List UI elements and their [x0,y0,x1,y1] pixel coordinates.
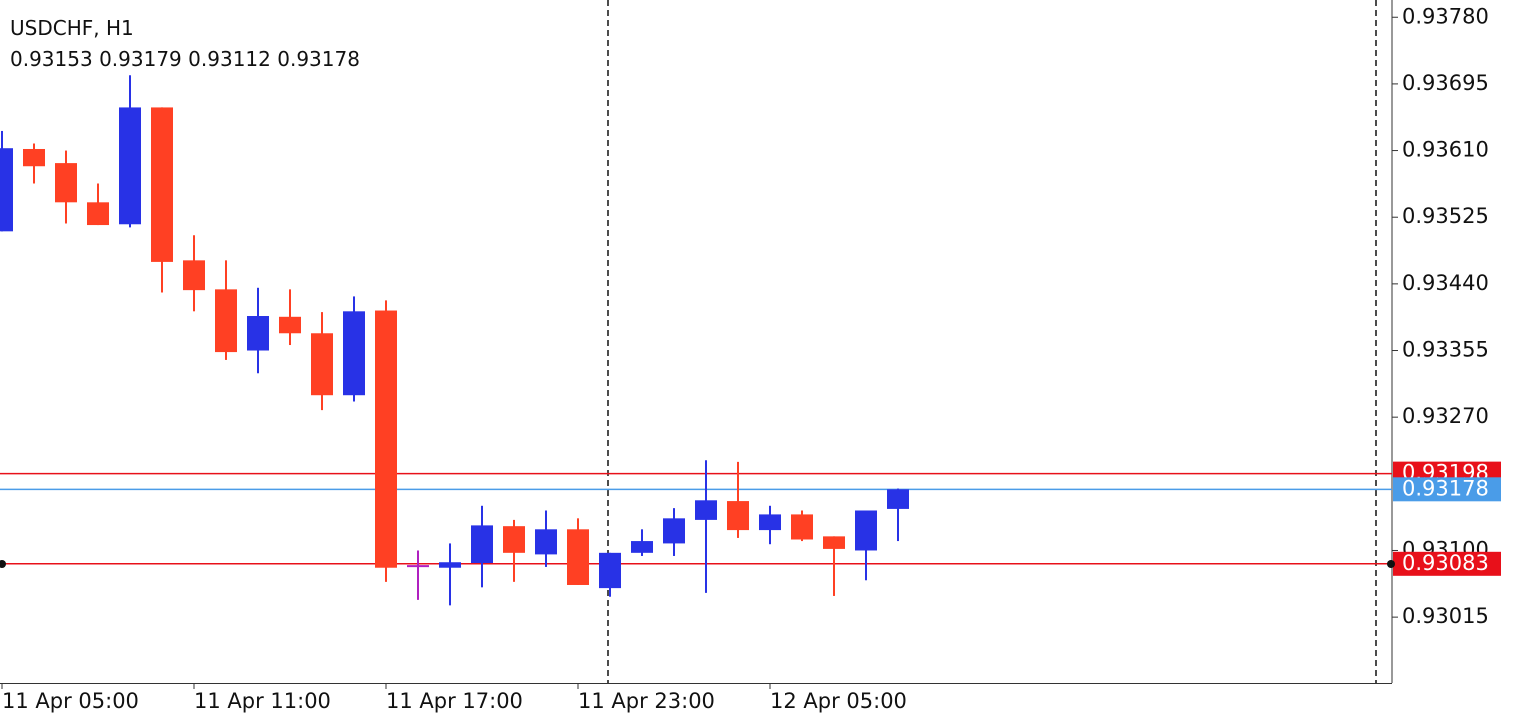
symbol-title: USDCHF, H1 [10,16,134,40]
x-tick-label: 11 Apr 11:00 [194,689,331,713]
candle-body [375,310,397,568]
candle-body [87,202,109,226]
candle-body [599,552,621,589]
candle-body [439,562,461,568]
x-tick-label: 11 Apr 23:00 [578,689,715,713]
candle-body [279,316,301,334]
y-tick-label: 0.93440 [1402,271,1489,295]
candle-body [23,148,45,167]
candle-body [183,260,205,291]
candle-body [887,489,909,509]
y-tick-label: 0.93355 [1402,338,1489,362]
candle-body [151,107,173,262]
candle-body [0,148,13,232]
price-label-box [1393,551,1501,576]
candle-body [247,316,269,351]
candle-body [727,501,749,531]
candle-body [503,526,525,553]
candle-body [55,163,77,203]
price-label: 0.93083 [1402,551,1489,575]
price-label-box [1393,477,1501,502]
x-tick-label: 12 Apr 05:00 [770,689,907,713]
candle-body [567,529,589,585]
candle-body [535,529,557,555]
candle-body [759,514,781,531]
x-tick-label: 11 Apr 17:00 [386,689,523,713]
level-anchor [1387,560,1395,568]
ohlc-readout: 0.93153 0.93179 0.93112 0.93178 [10,47,360,71]
candle-body [471,525,493,564]
price-label: 0.93178 [1402,476,1489,500]
y-tick-label: 0.93525 [1402,204,1489,228]
candle-body [119,107,141,225]
candle-body [823,536,845,549]
open-value: 0.93153 [10,47,93,71]
y-tick-label: 0.93610 [1402,138,1489,162]
y-tick-label: 0.93270 [1402,404,1489,428]
y-tick-label: 0.93780 [1402,4,1489,28]
low-value: 0.93112 [188,47,271,71]
candle-body [343,311,365,396]
candle-body [311,333,333,396]
candle-body [215,289,237,353]
close-value: 0.93178 [277,47,360,71]
candle-body [791,514,813,540]
candle-body [663,518,685,544]
candle-body [855,510,877,551]
candle-body [695,500,717,520]
high-value: 0.93179 [99,47,182,71]
x-tick-label: 11 Apr 05:00 [2,689,139,713]
y-tick-label: 0.93695 [1402,71,1489,95]
y-tick-label: 0.93015 [1402,604,1489,628]
candle-body [631,541,653,553]
level-anchor [0,560,6,568]
